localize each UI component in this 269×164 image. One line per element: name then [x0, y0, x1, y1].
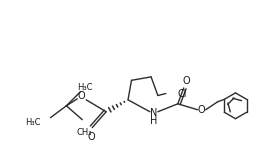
Text: O: O	[87, 132, 95, 142]
Text: Cl: Cl	[178, 89, 187, 99]
Text: H₃C: H₃C	[77, 83, 92, 92]
Text: CH₃: CH₃	[76, 128, 92, 137]
Text: H: H	[150, 116, 158, 126]
Text: H₃C: H₃C	[25, 118, 41, 127]
Text: N: N	[150, 108, 158, 118]
Text: O: O	[183, 76, 190, 86]
Text: O: O	[198, 105, 206, 115]
Text: O: O	[77, 91, 85, 101]
